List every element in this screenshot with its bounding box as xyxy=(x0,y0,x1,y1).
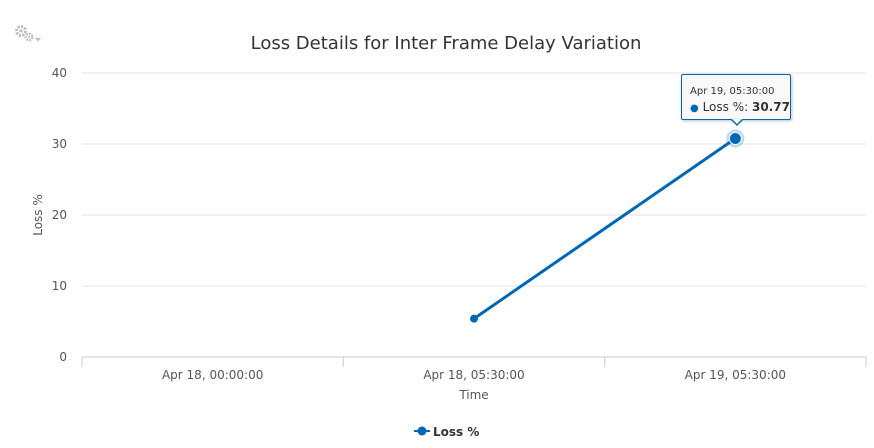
data-point[interactable] xyxy=(470,314,478,323)
tooltip-pointer xyxy=(730,118,744,126)
data-point[interactable] xyxy=(728,132,742,146)
tooltip-label: Loss %: xyxy=(702,100,752,114)
tooltip-time: Apr 19, 05:30:00 xyxy=(690,86,775,97)
legend[interactable]: Loss % xyxy=(414,425,479,439)
tooltip-series-dot: ● xyxy=(690,103,699,114)
y-tick-label: 30 xyxy=(52,137,67,151)
series-loss xyxy=(470,129,745,323)
y-axis: 0 10 20 30 40 xyxy=(52,66,67,364)
y-tick-label: 40 xyxy=(52,66,67,80)
x-tick-label: Apr 19, 05:30:00 xyxy=(685,368,786,382)
caret-down-icon xyxy=(35,38,41,42)
series-line xyxy=(473,137,737,320)
tooltip-value: 30.77 xyxy=(751,100,790,114)
x-axis: Apr 18, 00:00:00 Apr 18, 05:30:00 Apr 19, … xyxy=(81,356,867,382)
chart-context-menu-button[interactable] xyxy=(12,22,44,44)
gears-icon xyxy=(15,25,41,42)
x-tick-label: Apr 18, 05:30:00 xyxy=(423,368,524,382)
y-tick-label: 20 xyxy=(52,208,67,222)
x-axis-title: Time xyxy=(458,388,488,402)
legend-marker-symbol xyxy=(417,426,427,436)
data-point-tooltip: Apr 19, 05:30:00 ● Loss %: 30.77 xyxy=(681,74,791,126)
x-tick-label: Apr 18, 00:00:00 xyxy=(162,368,263,382)
y-tick-label: 0 xyxy=(59,350,67,364)
y-tick-label: 10 xyxy=(52,279,67,293)
legend-item-label: Loss % xyxy=(433,425,479,439)
grid-lines xyxy=(82,72,866,287)
chart-title: Loss Details for Inter Frame Delay Varia… xyxy=(251,33,642,54)
tooltip-row: ● Loss %: 30.77 xyxy=(690,99,790,117)
y-axis-title: Loss % xyxy=(31,194,45,236)
